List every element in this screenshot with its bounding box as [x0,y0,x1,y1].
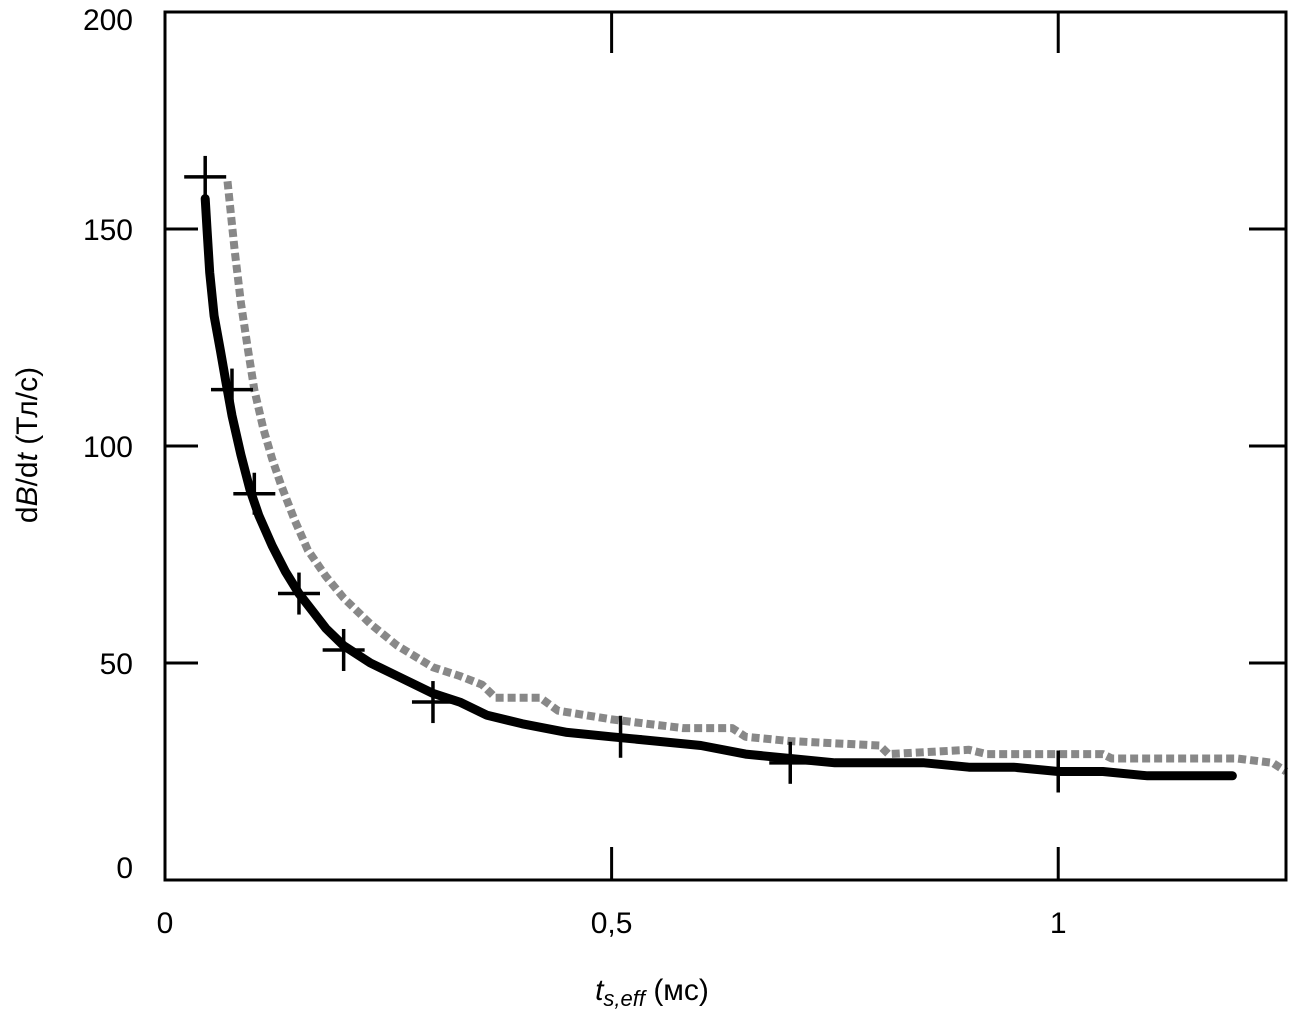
y-tick-label: 200 [83,4,133,37]
label-layer: 0 0,5 1 0 50 100 150 200 [83,4,1067,940]
plus-marker [1037,750,1080,793]
solid-series-line [200,194,1237,781]
x-tick-label: 0 [157,907,174,940]
plus-marker [210,368,253,411]
x-axis-label: ts,eff (мс) [595,974,709,1011]
tick-layer [165,12,1286,880]
x-tick-label: 1 [1050,907,1067,940]
plus-marker [411,681,454,724]
y-tick-label: 50 [100,648,133,681]
plus-marker [233,472,276,515]
plus-marker [599,715,642,758]
y-axis-label: dB/dt (Тл/с) [11,367,44,523]
plus-marker [277,572,320,615]
dotted-series-line [223,180,1289,775]
x-tick-label: 0,5 [591,907,633,940]
plus-marker [184,155,227,198]
plus-marker [769,741,812,784]
y-tick-label: 150 [83,214,133,247]
plus-marker [322,628,365,671]
series-layer [200,180,1289,781]
y-tick-label: 0 [116,852,133,885]
y-tick-label: 100 [83,431,133,464]
marker-layer [184,155,1080,793]
